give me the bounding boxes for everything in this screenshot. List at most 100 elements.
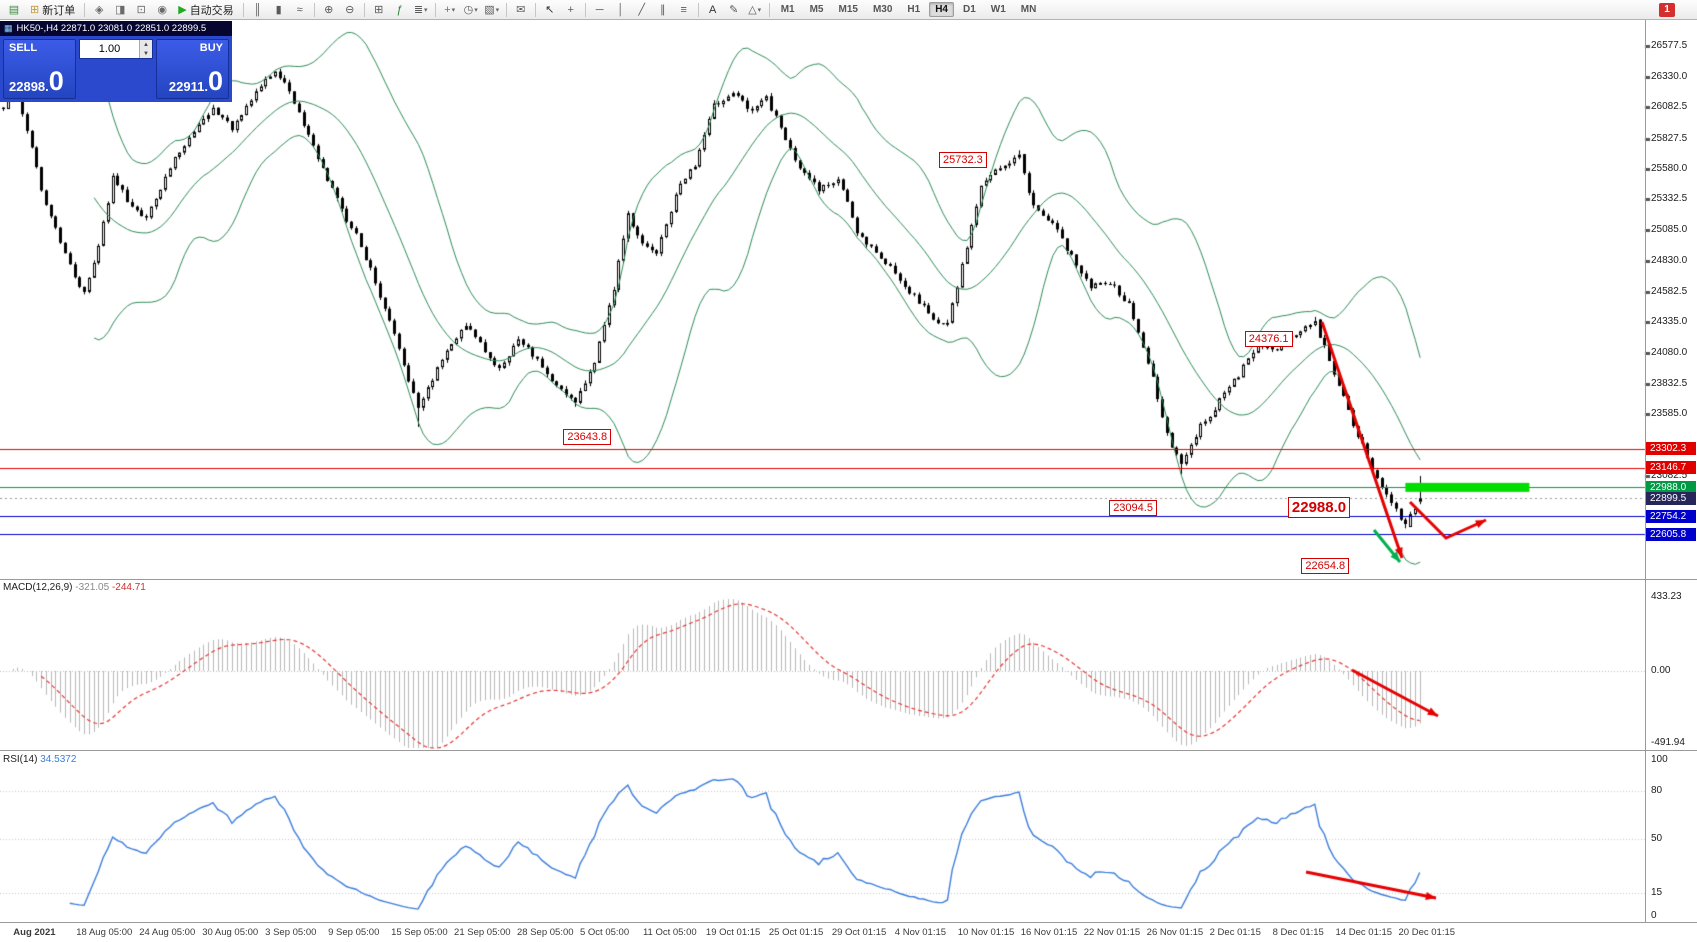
- timeframe-d1-button[interactable]: D1: [963, 4, 976, 15]
- timeframe-m5-button[interactable]: M5: [809, 4, 824, 15]
- notification-badge[interactable]: 1: [1659, 2, 1675, 17]
- timeframe-w1-button[interactable]: W1: [990, 4, 1006, 15]
- toolbar-separator: [84, 2, 86, 17]
- toolbar: ▤ ⊞ 新订单 ◈ ◨ ⊡ ◉ ▶ 自动交易 ║ ▮ ≈ ⊕ ⊖ ⊞ ƒ ≣ ▾ + ▾ ◷ ▾ ▧ ▾ ✉ ↖ + ─ │ ╱ ∥ ≡ A ✎ △…: [0, 0, 1697, 20]
- volume-down-button[interactable]: ▼: [140, 49, 152, 58]
- volume-input[interactable]: [80, 40, 139, 58]
- sell-price: 22898. 0: [9, 68, 70, 95]
- fibonacci-icon[interactable]: ≡: [674, 1, 694, 18]
- text-icon[interactable]: A: [703, 1, 723, 18]
- vertical-line-icon[interactable]: │: [611, 1, 631, 18]
- indicators-icon[interactable]: ƒ: [390, 1, 410, 18]
- caret-down-icon: ▾: [424, 6, 428, 14]
- timeframe-h4-button[interactable]: H4: [929, 2, 954, 17]
- rsi-timeline-separator[interactable]: [0, 922, 1697, 923]
- horizontal-line-icon: ─: [595, 3, 604, 16]
- arrows-dropdown[interactable]: △ ▾: [745, 1, 765, 18]
- caret-down-icon: ▾: [474, 6, 478, 14]
- bar-chart-icon: ║: [253, 3, 262, 16]
- volume-box: ▲ ▼: [79, 39, 153, 59]
- sound-icon[interactable]: ◉: [152, 1, 172, 18]
- rsi-name: RSI(14): [3, 754, 38, 765]
- toolbar-separator: [363, 2, 365, 17]
- add-object-dropdown[interactable]: + ▾: [440, 1, 460, 18]
- toolbar-separator: [534, 2, 536, 17]
- one-click-trade-panel: ▦ HK50-,H4 22871.0 23081.0 22851.0 22899…: [0, 21, 232, 102]
- printer-icon: ⊡: [136, 4, 146, 16]
- macd-rsi-separator[interactable]: [0, 750, 1697, 751]
- crosshair-icon[interactable]: +: [561, 1, 581, 18]
- volume-up-button[interactable]: ▲: [140, 40, 152, 49]
- indicators-icon: ƒ: [396, 3, 403, 16]
- horizontal-line-icon[interactable]: ─: [590, 1, 610, 18]
- chart-window-icon[interactable]: ▤: [4, 1, 24, 18]
- caret-down-icon: ▾: [757, 6, 762, 14]
- macd-main-value: -321.05: [75, 582, 110, 593]
- buy-button[interactable]: BUY 22911. 0: [156, 39, 229, 99]
- play-icon: ▶: [178, 4, 187, 16]
- macd-name: MACD(12,26,9): [3, 582, 73, 593]
- market-watch-icon[interactable]: ◨: [110, 1, 130, 18]
- buy-price-big: 0: [207, 66, 223, 96]
- sell-button[interactable]: SELL 22898. 0: [3, 39, 76, 99]
- zoom-in-icon[interactable]: ⊕: [319, 1, 339, 18]
- buy-price: 22911. 0: [162, 68, 223, 95]
- template-dropdown[interactable]: ▧ ▾: [482, 1, 502, 18]
- macd-indicator-label: MACD(12,26,9) -321.05 -244.71: [3, 582, 146, 593]
- toolbar-separator: [584, 2, 586, 17]
- mail-icon[interactable]: ✉: [511, 1, 531, 18]
- label-icon[interactable]: ✎: [724, 1, 744, 18]
- toolbar-separator: [242, 2, 244, 17]
- sell-price-small: 22898.: [9, 79, 49, 94]
- chart-title: HK50-,H4 22871.0 23081.0 22851.0 22899.5: [16, 23, 207, 34]
- timeframe-mn-button[interactable]: MN: [1020, 4, 1037, 15]
- timeframe-m15-button[interactable]: M15: [838, 4, 858, 15]
- cursor-icon[interactable]: ↖: [540, 1, 560, 18]
- period-dropdown[interactable]: ◷ ▾: [461, 1, 481, 18]
- candlestick-chart-icon[interactable]: ▮: [269, 1, 289, 18]
- zoom-out-icon[interactable]: ⊖: [340, 1, 360, 18]
- text-icon: A: [709, 3, 717, 16]
- line-chart-icon[interactable]: ≈: [290, 1, 310, 18]
- chart-icon: ▦: [4, 23, 13, 33]
- timeframe-m30-button[interactable]: M30: [872, 4, 893, 15]
- chart-window-icon: ▤: [8, 4, 20, 16]
- auto-trading-button-label: 自动交易: [189, 4, 234, 17]
- sell-price-big: 0: [48, 66, 64, 96]
- buy-price-small: 22911.: [168, 79, 208, 94]
- chart-title-bar: ▦ HK50-,H4 22871.0 23081.0 22851.0 22899…: [0, 21, 232, 36]
- shapes-icon: △: [748, 4, 757, 16]
- crosshair-icon: +: [567, 3, 574, 16]
- price-axis-separator: [1645, 20, 1646, 922]
- rsi-indicator-label: RSI(14) 34.5372: [3, 754, 76, 765]
- macd-signal-value: -244.71: [111, 582, 146, 593]
- cursor-icon: ↖: [545, 4, 555, 16]
- trendline-icon[interactable]: ╱: [632, 1, 652, 18]
- auto-trading-button[interactable]: ▶ 自动交易: [173, 1, 238, 18]
- template-icon: ▧: [484, 4, 495, 16]
- timeframe-h1-button[interactable]: H1: [907, 4, 921, 15]
- bar-chart-icon[interactable]: ║: [248, 1, 268, 18]
- new-order-button-label: 新订单: [42, 4, 76, 17]
- indicators-dropdown[interactable]: ≣ ▾: [411, 1, 431, 18]
- printer-icon[interactable]: ⊡: [131, 1, 151, 18]
- main-macd-separator[interactable]: [0, 579, 1697, 580]
- zoom-in-icon: ⊕: [324, 4, 334, 16]
- navigator-icon[interactable]: ◈: [89, 1, 109, 18]
- channel-icon[interactable]: ∥: [653, 1, 673, 18]
- navigator-icon: ◈: [94, 4, 104, 16]
- toolbar-separator: [768, 2, 770, 17]
- new-order-button[interactable]: ⊞ 新订单: [25, 1, 80, 18]
- toolbar-separator: [697, 2, 699, 17]
- channel-icon: ∥: [659, 4, 666, 16]
- line-chart-icon: ≈: [296, 3, 303, 16]
- timeframe-m1-button[interactable]: M1: [780, 4, 795, 15]
- buy-label: BUY: [199, 42, 223, 54]
- market-watch-icon: ◨: [115, 4, 126, 16]
- tile-windows-icon[interactable]: ⊞: [369, 1, 389, 18]
- toolbar-separator: [313, 2, 315, 17]
- rsi-value: 34.5372: [40, 754, 77, 765]
- volume-spinner: ▲ ▼: [139, 40, 152, 58]
- fibonacci-icon: ≡: [680, 3, 687, 16]
